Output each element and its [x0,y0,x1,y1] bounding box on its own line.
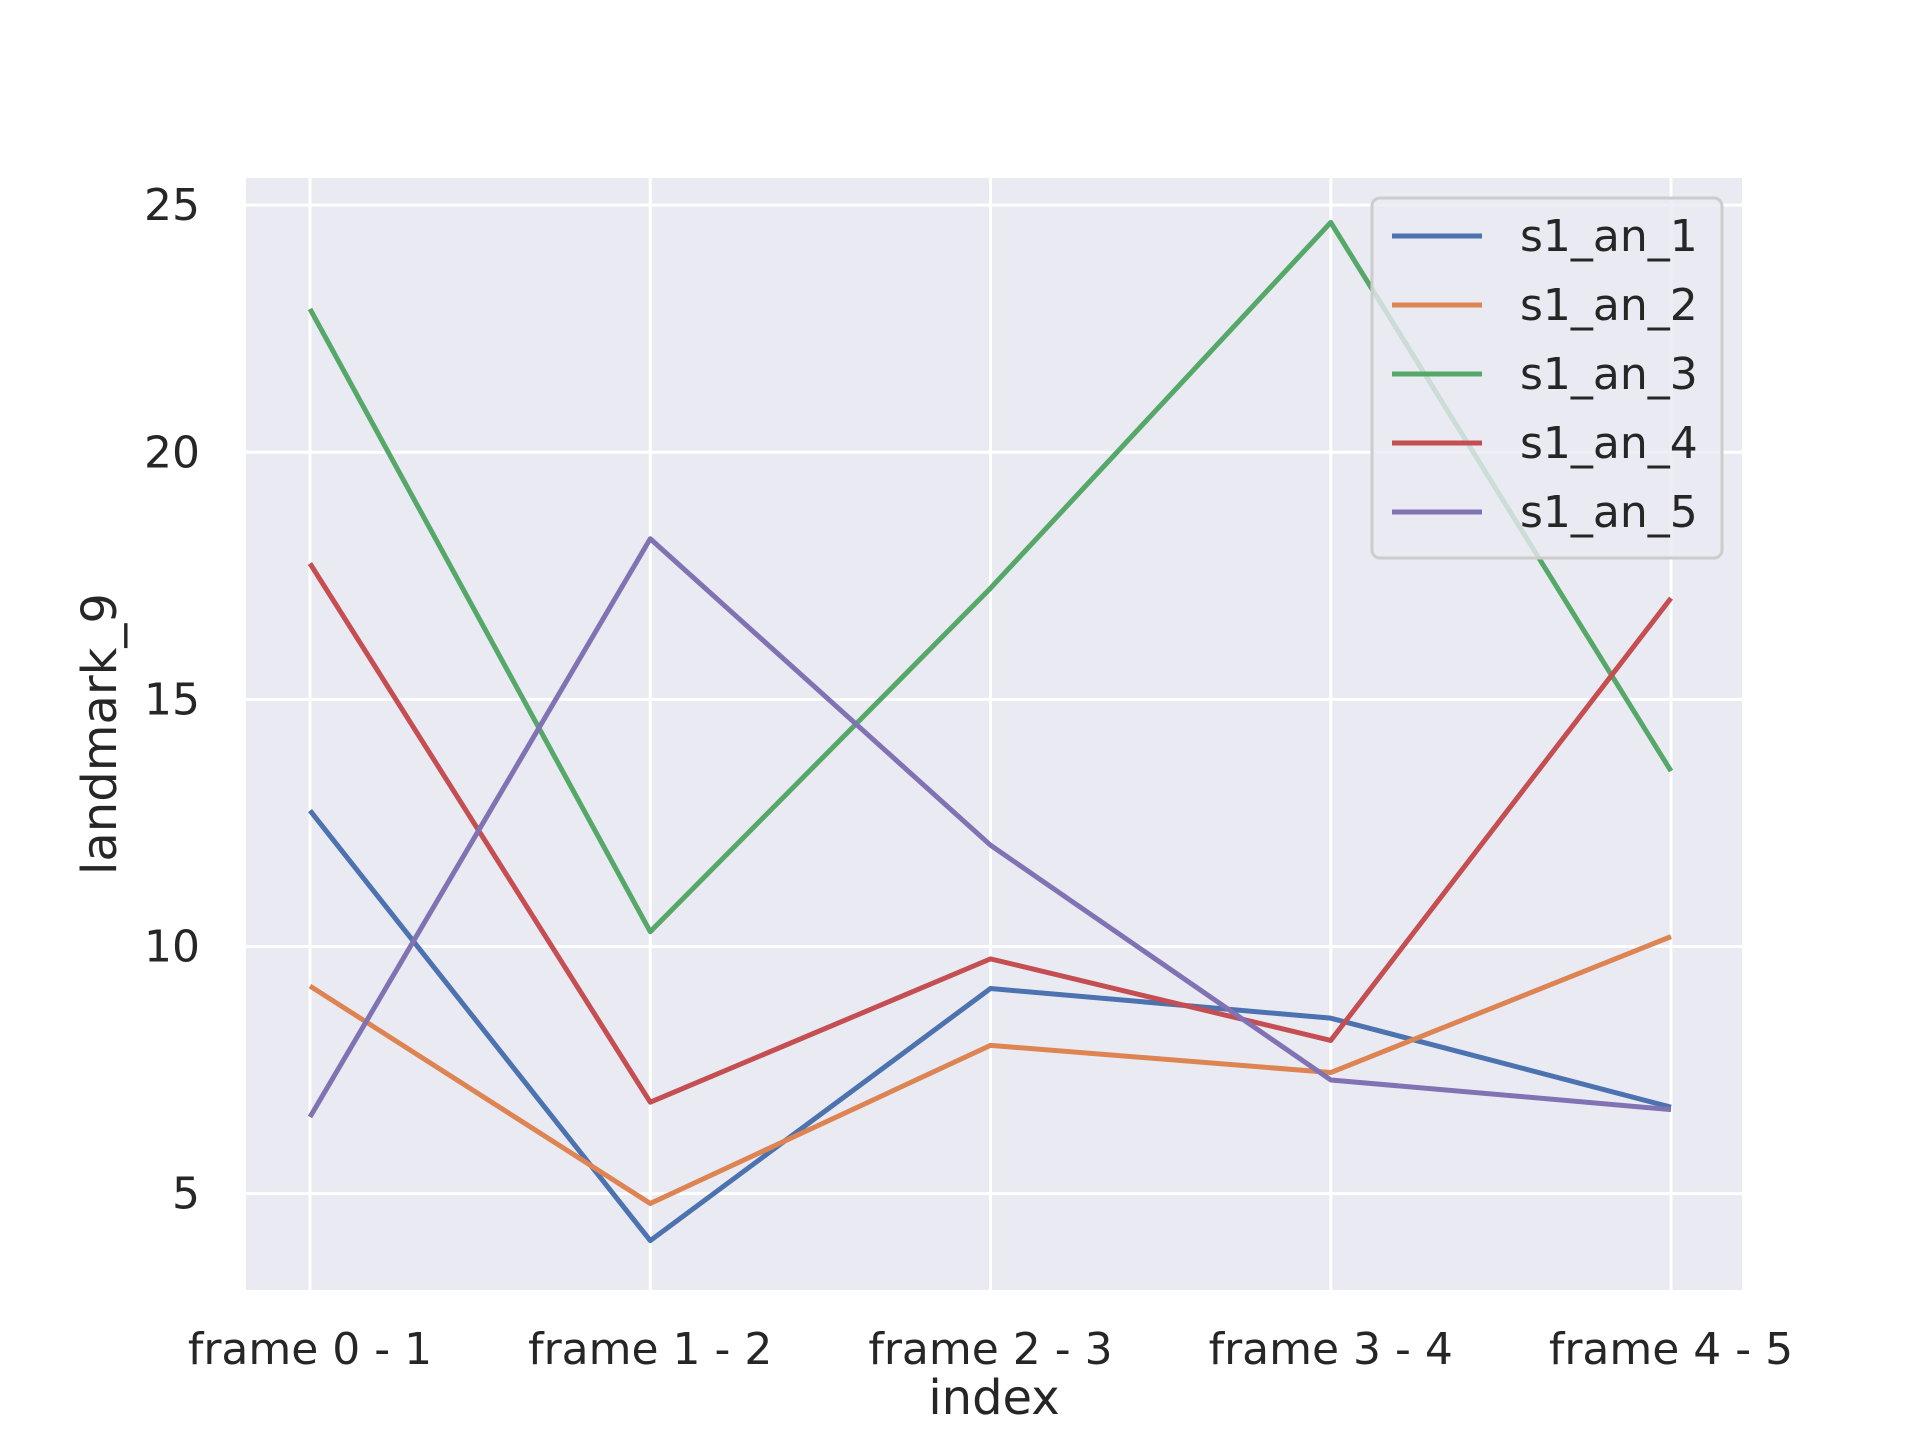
legend-label-s1_an_3: s1_an_3 [1520,349,1698,400]
y-tick-label: 20 [144,427,200,478]
y-tick-label: 25 [144,180,200,231]
legend-label-s1_an_4: s1_an_4 [1520,418,1698,469]
x-tick-label: frame 2 - 3 [868,1324,1112,1375]
legend-label-s1_an_5: s1_an_5 [1520,487,1698,538]
series-lines [307,219,1674,1244]
legend: s1_an_1 s1_an_2 s1_an_3 s1_an_4 s1_an_5 [1370,196,1724,560]
series-line-s1_an_1 [308,809,1672,1244]
y-tick-label: 5 [172,1169,200,1220]
y-axis-title: landmark_9 [72,593,128,875]
series-line-s1_an_4 [307,562,1673,1105]
legend-label-s1_an_1: s1_an_1 [1520,211,1698,262]
y-tick-label: 10 [144,922,200,973]
x-axis-title: index [928,1370,1059,1426]
y-tick-label: 15 [144,674,200,725]
x-tick-label: frame 4 - 5 [1549,1324,1793,1375]
legend-box [1370,196,1724,560]
series-line-s1_an_5 [307,536,1672,1119]
y-tick-labels: 5 10 15 20 25 [144,180,200,1219]
x-tick-label: frame 1 - 2 [528,1324,772,1375]
legend-label-s1_an_2: s1_an_2 [1520,280,1698,331]
x-tick-labels: frame 0 - 1 frame 1 - 2 frame 2 - 3 frame 3… [188,1324,1793,1375]
series-line-s1_an_2 [308,934,1672,1207]
x-tick-label: frame 0 - 1 [188,1324,432,1375]
x-tick-label: frame 3 - 4 [1209,1324,1453,1375]
